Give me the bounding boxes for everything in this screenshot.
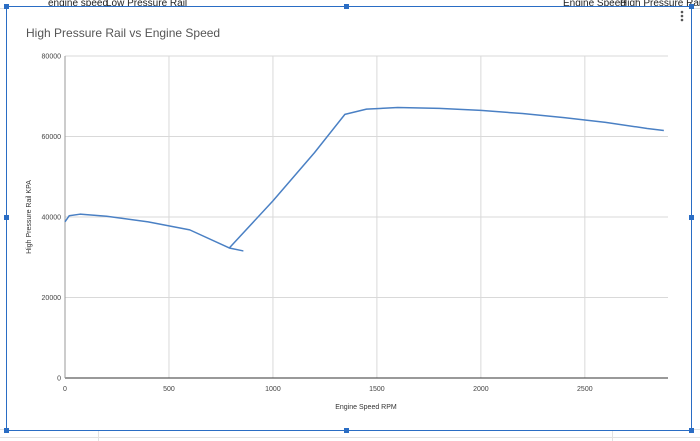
x-tick-label: 500 (163, 386, 175, 393)
handle[interactable] (344, 4, 349, 9)
handle[interactable] (344, 428, 349, 433)
x-tick-label: 1500 (369, 386, 385, 393)
y-axis-label: High Pressure Rail KPA (26, 180, 33, 254)
chart-frame[interactable] (6, 6, 692, 431)
resize-handles (4, 4, 694, 433)
chart-menu[interactable] (680, 10, 684, 22)
x-tick-label: 2500 (577, 386, 593, 393)
menu-dot[interactable] (680, 10, 684, 14)
x-tick-label: 0 (63, 386, 67, 393)
x-axis-label: Engine Speed RPM (335, 404, 397, 411)
sheet-header: Engine Speed (563, 0, 626, 9)
y-tick-label: 20000 (42, 295, 62, 302)
y-tick-label: 40000 (42, 215, 62, 222)
x-tick-label: 2000 (473, 386, 489, 393)
sheet-header: engine speed (48, 0, 108, 9)
line-series (64, 106, 664, 252)
handle[interactable] (689, 215, 694, 220)
y-tick-label: 80000 (42, 54, 62, 61)
x-tick-label: 1000 (265, 386, 281, 393)
handle[interactable] (4, 215, 9, 220)
y-tick-label: 60000 (42, 134, 62, 141)
handle[interactable] (689, 428, 694, 433)
handle[interactable] (4, 428, 9, 433)
chart-title: High Pressure Rail vs Engine Speed (26, 26, 220, 40)
sheet-header: High Pressure Rail (620, 0, 700, 9)
menu-dot[interactable] (680, 18, 684, 22)
sheet-header: Low Pressure Rail (106, 0, 187, 9)
menu-dot[interactable] (680, 14, 684, 18)
handle[interactable] (689, 4, 694, 9)
y-tick-label: 0 (57, 376, 61, 383)
handle[interactable] (4, 4, 9, 9)
